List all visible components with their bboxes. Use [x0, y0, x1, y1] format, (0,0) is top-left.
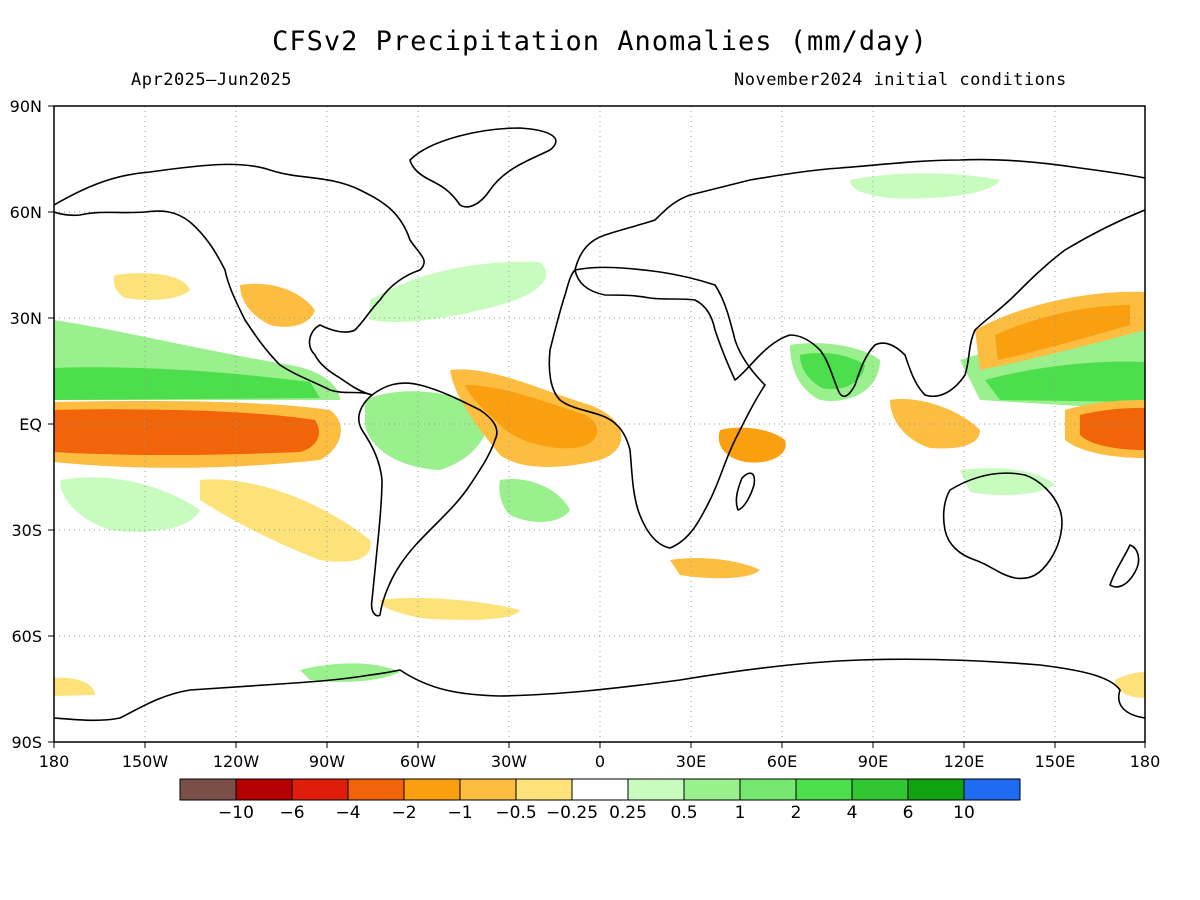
lat-label: 60N: [10, 203, 42, 222]
latitude-labels: 90N 60N 30N EQ 30S 60S 90S: [10, 97, 42, 752]
wet-patch-indian-ocean-core: [800, 353, 865, 390]
lon-label: 180: [39, 752, 70, 771]
coast-new-zealand: [1109, 544, 1140, 588]
colorbar-swatch: [907, 778, 965, 801]
colorbar-label: −0.25: [546, 803, 598, 823]
wet-patch-amazon: [365, 391, 490, 470]
dry-band-equatorial-pacific-east-core: [54, 409, 320, 455]
graticule: [54, 106, 1145, 742]
lat-label: 60S: [11, 627, 42, 646]
colorbar-swatch: [459, 778, 517, 801]
colorbar-label: −10: [218, 803, 254, 823]
lon-label: 180: [1130, 752, 1161, 771]
coast-eurasia: [574, 158, 1145, 398]
dry-patch-gulf-of-mexico: [240, 283, 315, 327]
wet-patch-australia: [960, 468, 1055, 496]
lon-label: 60E: [767, 752, 797, 771]
wet-patch-antarctic-coast: [300, 663, 400, 682]
colorbar-label: 2: [791, 803, 802, 823]
dry-patch-south-pacific: [200, 479, 371, 562]
colorbar-label: 0.25: [609, 803, 647, 823]
dry-band-equatorial-pacific-west-core: [1080, 408, 1145, 450]
dry-band-tropical-atlantic-core: [465, 385, 598, 449]
lon-label: 120W: [213, 752, 260, 771]
wet-patch-siberia: [850, 173, 1000, 199]
colorbar: −10 −6 −4 −2 −1 −0.5 −0.25 0.25 0.5 1 2 4 6 10: [179, 778, 1021, 823]
lon-label: 60W: [400, 752, 436, 771]
coast-south-america: [358, 382, 498, 617]
dry-patch-northwest-pacific-core: [995, 305, 1130, 360]
lat-label: 30N: [10, 309, 42, 328]
coast-antarctica: [54, 658, 1145, 722]
dry-patch-southern-indian-ocean: [670, 558, 760, 579]
colorbar-swatch: [291, 778, 349, 801]
dry-patch-antarctic-coast-east: [1115, 672, 1145, 698]
coast-madagascar: [735, 472, 756, 511]
wet-band-north-pacific-east-core: [54, 367, 320, 400]
longitude-labels: 180 150W 120W 90W 60W 30W 0 30E 60E 90E …: [39, 752, 1161, 771]
lat-label: EQ: [19, 415, 42, 434]
colorbar-label: −1: [447, 803, 472, 823]
lon-label: 120E: [944, 752, 985, 771]
dry-patch-east-africa: [718, 427, 786, 463]
colorbar-swatch: [403, 778, 461, 801]
colorbar-swatch: [235, 778, 293, 801]
wet-patch-south-atlantic: [499, 479, 570, 522]
colorbar-swatch: [851, 778, 909, 801]
lon-label: 90E: [858, 752, 888, 771]
colorbar-label: −4: [335, 803, 360, 823]
colorbar-swatch: [179, 778, 237, 801]
dry-patch-south-atlantic: [380, 598, 520, 620]
lat-label: 30S: [11, 521, 42, 540]
colorbar-swatch: [683, 778, 741, 801]
lon-label: 150E: [1035, 752, 1076, 771]
lon-label: 30E: [676, 752, 706, 771]
dry-patch-antarctic-coast-west: [54, 677, 95, 696]
colorbar-label: −6: [279, 803, 304, 823]
colorbar-label: 4: [847, 803, 858, 823]
anomaly-field: [54, 173, 1145, 698]
colorbar-swatch: [627, 778, 685, 801]
coastlines: [54, 127, 1145, 722]
coast-greenland: [409, 127, 557, 208]
lat-label: 90N: [10, 97, 42, 116]
lon-label: 30W: [491, 752, 527, 771]
lon-label: 0: [595, 752, 605, 771]
colorbar-label: 6: [903, 803, 914, 823]
lon-label: 150W: [122, 752, 169, 771]
coast-north-america: [54, 163, 425, 396]
colorbar-swatch: [739, 778, 797, 801]
lon-label: 90W: [309, 752, 345, 771]
colorbar-label: −2: [391, 803, 416, 823]
wet-band-north-pacific-west-core: [985, 361, 1145, 402]
colorbar-swatch: [795, 778, 853, 801]
coast-australia: [942, 472, 1063, 580]
map-title: CFSv2 Precipitation Anomalies (mm/day): [272, 26, 928, 57]
colorbar-swatch: [347, 778, 405, 801]
colorbar-label: 10: [953, 803, 975, 823]
wet-band-north-atlantic: [370, 261, 547, 322]
forecast-period: Apr2025–Jun2025: [131, 70, 293, 90]
colorbar-swatch: [571, 778, 629, 801]
colorbar-label: 1: [735, 803, 746, 823]
colorbar-swatch: [963, 778, 1021, 801]
colorbar-label: 0.5: [670, 803, 697, 823]
coast-africa: [548, 266, 766, 549]
dry-patch-north-pacific: [113, 273, 190, 300]
axis-ticks: [48, 105, 1146, 748]
wet-patch-southern-ocean: [60, 477, 200, 532]
lat-label: 90S: [11, 733, 42, 752]
colorbar-label: −0.5: [495, 803, 536, 823]
colorbar-swatch: [515, 778, 573, 801]
initial-conditions-label: November2024 initial conditions: [734, 70, 1067, 90]
